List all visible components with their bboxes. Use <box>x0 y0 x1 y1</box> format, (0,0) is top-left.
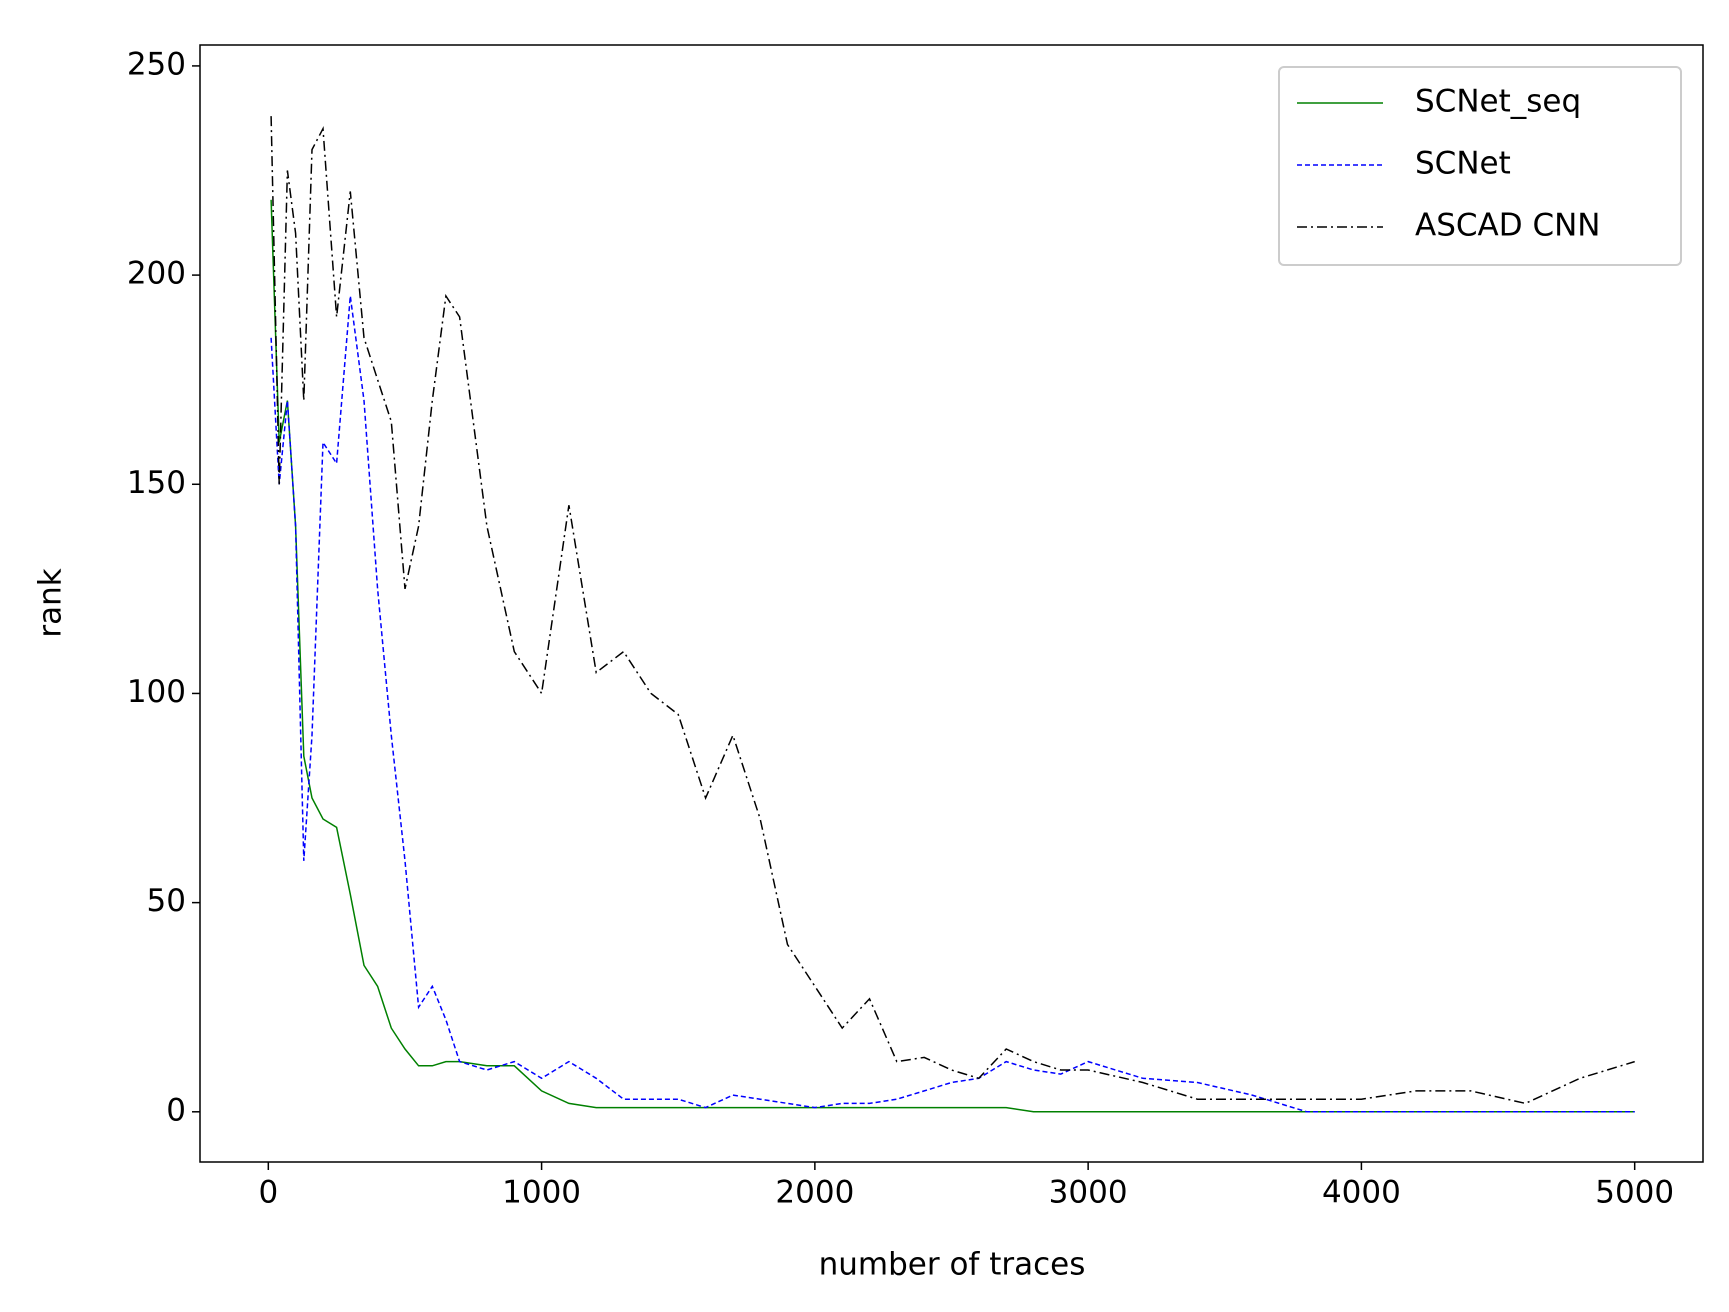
x-tick-label: 3000 <box>1049 1175 1128 1211</box>
x-tick-label: 2000 <box>775 1175 854 1211</box>
legend-label: SCNet <box>1415 146 1511 182</box>
x-tick-label: 0 <box>258 1175 278 1211</box>
x-axis-label: number of traces <box>819 1247 1086 1283</box>
y-tick-label: 250 <box>127 46 186 82</box>
y-tick-label: 100 <box>127 674 186 710</box>
y-axis-label: rank <box>33 568 69 637</box>
x-tick-label: 1000 <box>502 1175 581 1211</box>
legend-box <box>1278 66 1682 266</box>
y-tick-label: 200 <box>127 256 186 292</box>
y-tick-label: 150 <box>127 465 186 501</box>
x-tick-label: 4000 <box>1322 1175 1401 1211</box>
series-line <box>270 199 1635 1113</box>
legend-label: ASCAD CNN <box>1415 208 1601 244</box>
y-tick-label: 0 <box>166 1092 186 1128</box>
plot-frame <box>199 44 1704 1163</box>
series-line <box>270 295 1635 1113</box>
x-tick-label: 5000 <box>1595 1175 1674 1211</box>
y-tick-label: 50 <box>147 883 186 919</box>
series-line <box>270 116 1635 1105</box>
legend-label: SCNet_seq <box>1415 84 1581 120</box>
